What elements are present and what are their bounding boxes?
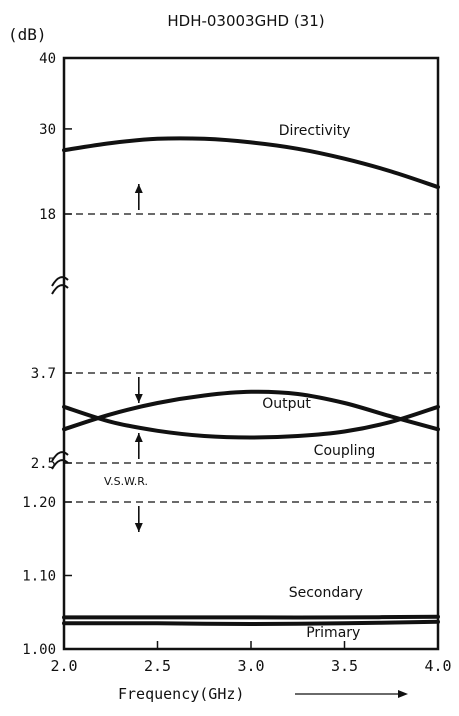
x-axis-label: Frequency(GHz) [118, 685, 244, 703]
series-directivity [62, 136, 440, 190]
x-tick-label: 3.0 [237, 657, 264, 675]
arrow-directivity [134, 184, 143, 210]
x-tick-label: 3.5 [331, 657, 358, 675]
vswr-label: V.S.W.R. [104, 475, 148, 488]
limit-arrows [134, 184, 143, 532]
y-tick-label: 40 [39, 51, 56, 67]
arrow-coupling-lower [134, 433, 143, 459]
series-labels: Directivity Output Coupling Secondary Primar… [262, 123, 375, 641]
series-label-secondary: Secondary [289, 585, 363, 601]
series-lines [62, 136, 440, 627]
plot-frame [62, 56, 440, 651]
y-tick-label: 30 [39, 122, 56, 138]
arrow-head [134, 394, 143, 403]
series-secondary [62, 614, 440, 620]
y-tick-label: 1.10 [22, 569, 56, 585]
series-label-primary: Primary [306, 625, 360, 641]
y-tick-label: 18 [39, 207, 56, 223]
limit-lines [64, 213, 438, 503]
arrow-vswr [134, 506, 143, 532]
chart-title: HDH-03003GHD (31) [167, 12, 324, 30]
x-tick-label: 2.5 [144, 657, 171, 675]
x-axis-arrow [295, 690, 408, 698]
arrow-head [134, 433, 143, 442]
series-primary [62, 619, 440, 627]
arrow-head [134, 184, 143, 193]
series-coupling [62, 404, 440, 440]
x-tick-label: 4.0 [424, 657, 451, 675]
axis-break-mark [51, 276, 69, 470]
series-label-output: Output [262, 396, 311, 412]
series-output [62, 389, 440, 432]
y-unit-label: (dB) [8, 25, 47, 44]
y-tick-label: 2.5 [31, 456, 56, 472]
y-tick-label: 3.7 [31, 366, 56, 382]
series-label-directivity: Directivity [279, 123, 351, 139]
y-tick-label: 1.20 [22, 495, 56, 511]
series-label-coupling: Coupling [314, 443, 376, 459]
arrow-head [134, 523, 143, 532]
x-tick-label: 2.0 [50, 657, 77, 675]
y-tick-labels: 40 30 18 3.7 2.5 1.20 1.10 1.00 [22, 51, 72, 658]
x-tick-labels: 2.0 2.5 3.0 3.5 4.0 [50, 641, 452, 675]
y-tick-label: 1.00 [22, 642, 56, 658]
arrow-output-upper [134, 377, 143, 403]
